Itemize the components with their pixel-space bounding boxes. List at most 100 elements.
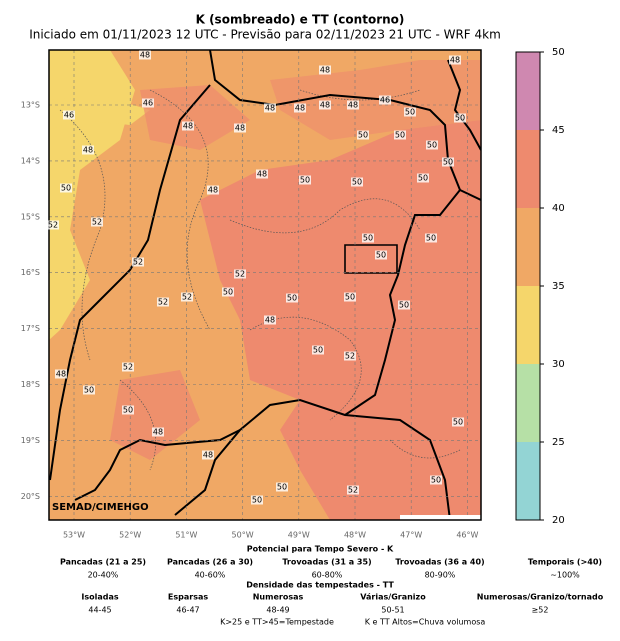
legend-value: 20-40% <box>88 571 119 580</box>
contour-label-bg <box>157 297 169 307</box>
contour-label: 46 <box>380 96 390 105</box>
contour-label-bg <box>319 65 331 75</box>
legend-header: Potencial para Tempo Severo - K <box>247 545 394 554</box>
contour-label-bg <box>202 450 214 460</box>
legend-header: Densidade das tempestades - TT <box>246 581 394 590</box>
legend-item: Numerosas <box>253 593 304 602</box>
colorbar-segment <box>516 364 540 442</box>
contour-label: 52 <box>345 352 355 361</box>
contour-label-bg <box>312 345 324 355</box>
contour-label-bg <box>142 98 154 108</box>
contour-label-bg <box>442 157 454 167</box>
colorbar-label: 35 <box>552 281 565 292</box>
contour-label: 50 <box>395 131 405 140</box>
shade-salmon <box>140 85 250 150</box>
contour-label: 48 <box>153 428 163 437</box>
legend-value: ≥52 <box>532 606 549 615</box>
contour-label-bg <box>344 292 356 302</box>
legend-value: 46-47 <box>176 606 199 615</box>
legend-item: Trovoadas (36 a 40) <box>395 558 484 567</box>
contour-label-bg <box>234 269 246 279</box>
contour-label: 48 <box>208 186 218 195</box>
lat-label: 19°S <box>21 436 40 445</box>
contour-label-bg <box>398 300 410 310</box>
colorbar-segment <box>516 442 540 520</box>
contour-label: 48 <box>257 170 267 179</box>
contour-label: 48 <box>320 66 330 75</box>
contour-label-bg <box>264 315 276 325</box>
legend-value: 80-90% <box>425 571 456 580</box>
contour-label: 50 <box>287 294 297 303</box>
contour-label-bg <box>234 123 246 133</box>
lat-label: 13°S <box>21 101 40 110</box>
contour-label: 48 <box>56 370 66 379</box>
contour-label: 52 <box>182 293 192 302</box>
contour-label-bg <box>404 107 416 117</box>
contour-label-bg <box>276 482 288 492</box>
contour-label-bg <box>264 103 276 113</box>
contour-label-bg <box>394 130 406 140</box>
lat-label: 16°S <box>21 268 40 277</box>
contour-label: 50 <box>399 301 409 310</box>
contour-label-bg <box>222 287 234 297</box>
state-border <box>49 50 481 520</box>
legend-item: Numerosas/Granizo/tornado <box>477 593 604 602</box>
contour-label-bg <box>91 217 103 227</box>
contour-label-bg <box>55 369 67 379</box>
lon-label: 51°W <box>175 531 197 540</box>
contour-label: 48 <box>140 51 150 60</box>
contour-label: 50 <box>345 293 355 302</box>
shade-salmon <box>110 370 200 460</box>
contour-label: 52 <box>133 258 143 267</box>
lon-label: 52°W <box>119 531 141 540</box>
contour-label: 50 <box>313 346 323 355</box>
contour-label-bg <box>82 145 94 155</box>
contour-label-bg <box>251 495 263 505</box>
contour-label-bg <box>122 362 134 372</box>
contour-label: 50 <box>405 108 415 117</box>
contour-label-bg <box>63 110 75 120</box>
colorbar-label: 25 <box>552 437 565 448</box>
contour-label: 48 <box>450 56 460 65</box>
contour-label: 50 <box>418 174 428 183</box>
contour-label: 50 <box>252 496 262 505</box>
contour-label-bg <box>426 140 438 150</box>
contour-label-bg <box>344 351 356 361</box>
contour-label: 46 <box>143 99 153 108</box>
contour-label: 50 <box>223 288 233 297</box>
lat-label: 18°S <box>21 380 40 389</box>
legend-value: 44-45 <box>88 606 111 615</box>
contour-label: 50 <box>123 406 133 415</box>
map <box>49 50 481 520</box>
legend-note: K>25 e TT>45=Tempestade <box>220 618 334 627</box>
lon-label: 50°W <box>232 531 254 540</box>
contour-label: 48 <box>183 122 193 131</box>
contour-label-bg <box>425 233 437 243</box>
colorbar-label: 30 <box>552 359 565 370</box>
colorbar-label: 45 <box>552 125 565 136</box>
contour-label-bg <box>347 100 359 110</box>
contour-label: 48 <box>265 316 275 325</box>
title: K (sombreado) e TT (contorno) <box>196 13 405 27</box>
contour-label-bg <box>152 427 164 437</box>
contour-label: 48 <box>348 101 358 110</box>
contour-label: 52 <box>235 270 245 279</box>
legend-item: Trovoadas (31 a 35) <box>282 558 371 567</box>
contour-label: 48 <box>320 101 330 110</box>
contour-label: 50 <box>84 386 94 395</box>
colorbar-segment <box>516 208 540 286</box>
contour-label: 46 <box>64 111 74 120</box>
legend-value: 60-80% <box>312 571 343 580</box>
contour-label: 50 <box>61 184 71 193</box>
shade-yellow <box>49 95 150 130</box>
lat-label: 17°S <box>21 324 40 333</box>
contour-label: 48 <box>265 104 275 113</box>
contour-label-bg <box>347 485 359 495</box>
contour-label: 50 <box>455 114 465 123</box>
contour-label-bg <box>417 173 429 183</box>
legend-item: Esparsas <box>168 593 208 602</box>
legend-item: Várias/Granizo <box>360 593 426 602</box>
colorbar-segment <box>516 130 540 208</box>
contour-label: 48 <box>203 451 213 460</box>
